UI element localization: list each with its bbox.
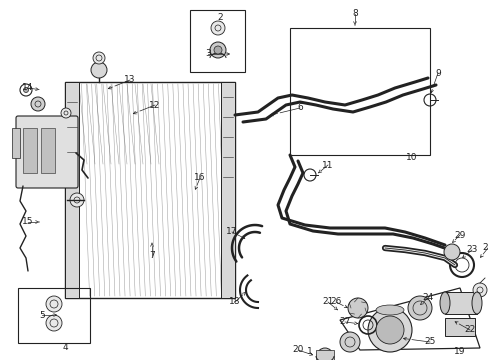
Text: 13: 13 [124, 76, 136, 85]
Circle shape [31, 97, 45, 111]
Circle shape [23, 87, 28, 93]
Text: 25: 25 [424, 338, 435, 346]
Text: 21: 21 [322, 297, 333, 306]
Text: 4: 4 [62, 343, 68, 352]
Text: 28: 28 [481, 243, 488, 252]
Bar [221, 82, 235, 298]
Circle shape [209, 42, 225, 58]
Text: 1: 1 [306, 347, 312, 356]
Circle shape [61, 108, 71, 118]
Bar [23, 128, 37, 173]
Circle shape [70, 193, 84, 207]
FancyBboxPatch shape [16, 116, 78, 188]
Text: 22: 22 [464, 325, 475, 334]
Bar [18, 288, 90, 343]
Text: 17: 17 [226, 228, 237, 237]
Text: 27: 27 [339, 318, 350, 327]
Bar [315, 350, 333, 360]
Text: 20: 20 [292, 346, 303, 355]
Text: 23: 23 [466, 246, 477, 255]
Text: 16: 16 [194, 174, 205, 183]
Ellipse shape [471, 292, 481, 314]
Text: 5: 5 [39, 310, 45, 320]
Bar [41, 128, 55, 173]
Bar [190, 10, 244, 72]
Bar [65, 82, 79, 298]
Text: 26: 26 [329, 297, 341, 306]
Text: 29: 29 [453, 230, 465, 239]
Text: 7: 7 [149, 251, 155, 260]
Circle shape [443, 244, 459, 260]
Text: 15: 15 [22, 217, 34, 226]
Bar [12, 128, 20, 158]
Circle shape [375, 316, 403, 344]
Text: 3: 3 [204, 49, 210, 58]
Text: 18: 18 [229, 297, 240, 306]
Circle shape [367, 308, 411, 352]
Text: 19: 19 [453, 347, 465, 356]
Circle shape [46, 296, 62, 312]
Text: 12: 12 [149, 100, 161, 109]
Text: 2: 2 [217, 13, 223, 22]
Text: 6: 6 [297, 104, 302, 112]
Ellipse shape [375, 305, 403, 315]
Circle shape [316, 348, 332, 360]
Text: 9: 9 [434, 68, 440, 77]
Bar [444, 292, 476, 314]
Circle shape [339, 332, 359, 352]
Bar [65, 82, 235, 298]
Circle shape [472, 283, 486, 297]
Bar [444, 318, 474, 336]
Text: 11: 11 [322, 161, 333, 170]
Text: 10: 10 [406, 153, 417, 162]
Circle shape [214, 46, 222, 54]
Text: 14: 14 [22, 84, 34, 93]
Circle shape [210, 21, 224, 35]
Circle shape [46, 315, 62, 331]
Circle shape [93, 52, 105, 64]
Circle shape [91, 62, 107, 78]
Bar [289, 28, 429, 155]
Text: 8: 8 [351, 9, 357, 18]
Circle shape [407, 296, 431, 320]
Text: 24: 24 [422, 293, 433, 302]
Circle shape [347, 298, 367, 318]
Ellipse shape [439, 292, 449, 314]
